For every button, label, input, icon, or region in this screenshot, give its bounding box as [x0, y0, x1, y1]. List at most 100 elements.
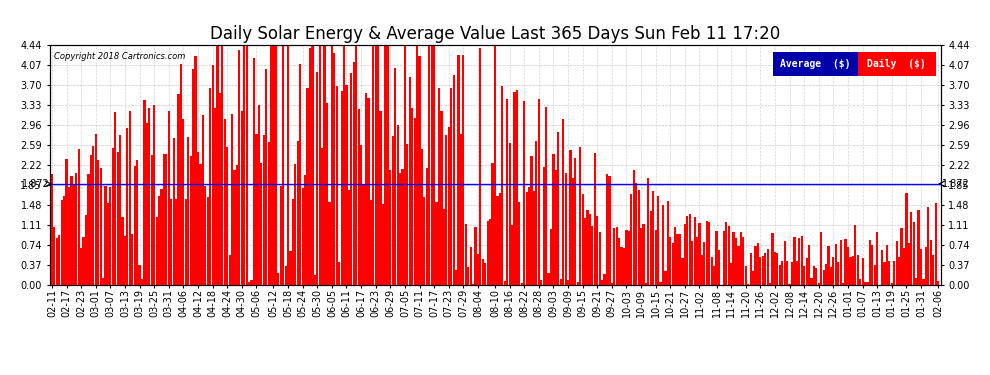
Bar — [68, 188, 70, 285]
Bar — [740, 231, 742, 285]
Bar — [594, 153, 596, 285]
Bar — [339, 262, 341, 285]
Bar — [234, 170, 236, 285]
Bar — [601, 280, 603, 285]
Bar — [231, 114, 234, 285]
Bar — [250, 280, 252, 285]
Bar — [572, 178, 574, 285]
Bar — [321, 148, 324, 285]
FancyBboxPatch shape — [857, 52, 937, 76]
Bar — [908, 243, 910, 285]
Bar — [175, 199, 177, 285]
Bar — [275, 45, 277, 285]
Bar — [501, 86, 503, 285]
Bar — [102, 278, 104, 285]
Bar — [896, 241, 898, 285]
Bar — [482, 259, 484, 285]
Bar — [347, 189, 350, 285]
Bar — [888, 261, 890, 285]
Bar — [631, 194, 633, 285]
Bar — [279, 186, 282, 285]
Bar — [567, 280, 569, 285]
Bar — [521, 283, 523, 285]
Bar — [392, 136, 394, 285]
Bar — [194, 56, 197, 285]
Bar — [511, 225, 513, 285]
Bar — [818, 283, 820, 285]
Text: 1.872: 1.872 — [22, 179, 50, 189]
Bar — [547, 273, 549, 285]
Bar — [85, 215, 87, 285]
Bar — [197, 152, 199, 285]
Text: Daily  ($): Daily ($) — [867, 59, 927, 69]
Bar — [182, 118, 184, 285]
Bar — [421, 149, 423, 285]
Bar — [913, 222, 915, 285]
Bar — [302, 188, 304, 285]
Bar — [389, 170, 391, 285]
Bar — [711, 257, 713, 285]
Bar — [569, 150, 571, 285]
Bar — [815, 268, 818, 285]
Bar — [920, 249, 922, 285]
Bar — [611, 283, 613, 285]
Bar — [277, 273, 279, 285]
Bar — [901, 228, 903, 285]
Bar — [509, 143, 511, 285]
Bar — [433, 45, 436, 285]
Bar — [676, 234, 679, 285]
Bar — [781, 261, 783, 285]
Bar — [496, 196, 499, 285]
Bar — [840, 240, 842, 285]
Bar — [774, 252, 776, 285]
Bar — [713, 266, 715, 285]
Bar — [649, 210, 651, 285]
Bar — [562, 119, 564, 285]
Text: Average  ($): Average ($) — [780, 59, 850, 69]
Bar — [369, 200, 372, 285]
Bar — [311, 45, 314, 285]
Bar — [866, 282, 868, 285]
Bar — [851, 256, 854, 285]
Bar — [856, 255, 858, 285]
Bar — [518, 202, 521, 285]
Bar — [937, 280, 940, 285]
Bar — [441, 111, 443, 285]
Bar — [844, 239, 846, 285]
Bar — [212, 65, 214, 285]
Bar — [117, 152, 119, 285]
Bar — [63, 196, 65, 285]
Bar — [379, 111, 382, 285]
Bar — [591, 226, 593, 285]
Bar — [681, 258, 683, 285]
Bar — [915, 278, 918, 285]
Bar — [613, 228, 616, 285]
Bar — [628, 231, 630, 285]
Bar — [55, 238, 57, 285]
Bar — [229, 255, 231, 285]
Bar — [316, 72, 319, 285]
Bar — [701, 255, 703, 285]
Bar — [808, 245, 810, 285]
Bar — [397, 125, 399, 285]
Bar — [447, 127, 449, 285]
Bar — [747, 284, 749, 285]
Bar — [426, 168, 428, 285]
Bar — [796, 261, 798, 285]
Bar — [297, 141, 299, 285]
Bar — [265, 69, 267, 285]
Bar — [355, 45, 357, 285]
Bar — [543, 166, 545, 285]
Bar — [873, 265, 876, 285]
Bar — [864, 282, 866, 285]
Bar — [559, 279, 562, 285]
Bar — [346, 85, 347, 285]
Bar — [477, 254, 479, 285]
Bar — [177, 94, 179, 285]
Bar — [119, 135, 121, 285]
Bar — [367, 98, 369, 285]
Bar — [150, 155, 152, 285]
Bar — [526, 192, 528, 285]
Bar — [272, 45, 274, 285]
Bar — [141, 279, 144, 285]
